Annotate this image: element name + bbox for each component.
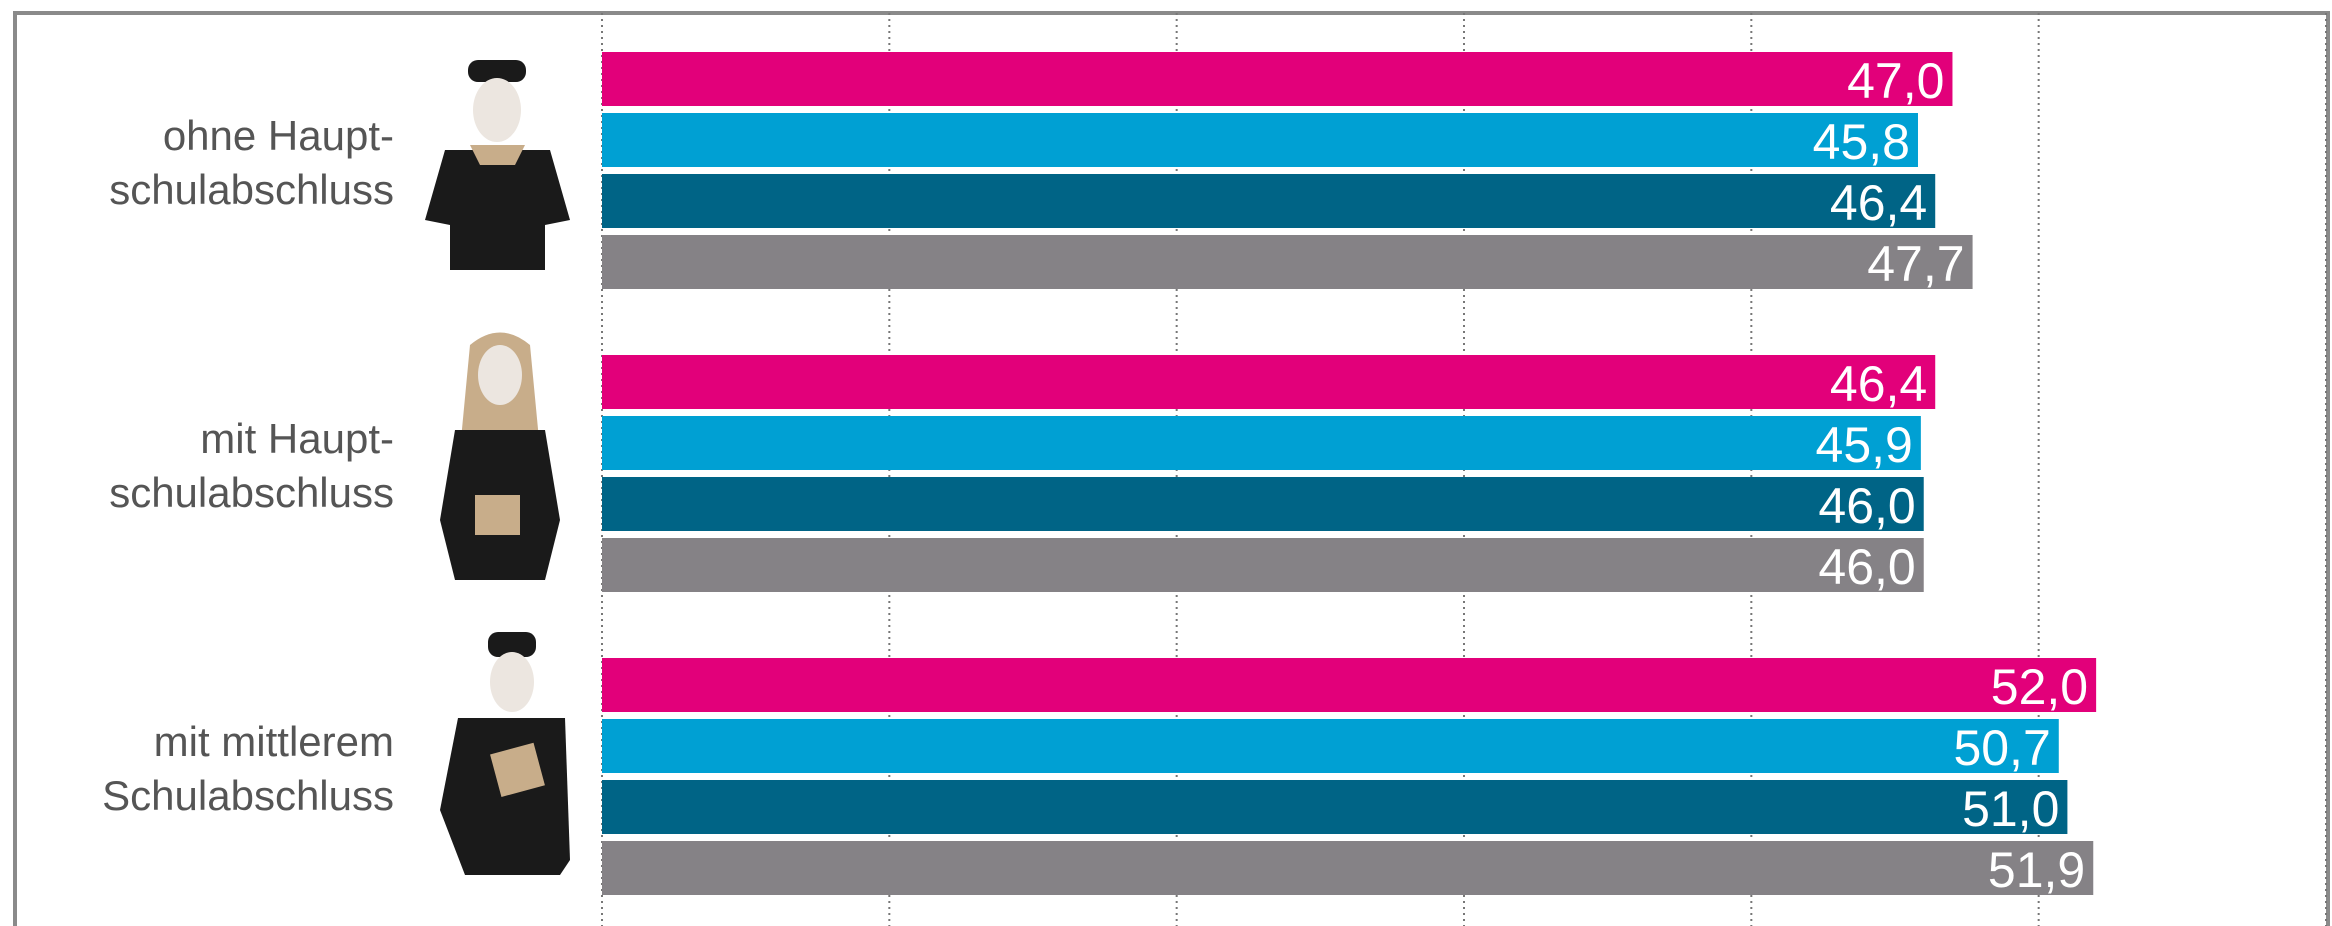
category-label: mit mittlerem Schulabschluss [14, 715, 394, 823]
icons [425, 60, 570, 875]
value-label: 46,0 [1818, 539, 1915, 595]
value-label: 45,9 [1816, 417, 1913, 473]
bar [602, 235, 1973, 289]
bar [602, 174, 1935, 228]
category-label: ohne Haupt- schulabschluss [14, 109, 394, 217]
bar [602, 780, 2067, 834]
bar [602, 841, 2093, 895]
bar [602, 538, 1924, 592]
value-label: 46,4 [1830, 175, 1927, 231]
bar [602, 477, 1924, 531]
chart: 47,045,846,447,746,445,946,046,052,050,7… [0, 0, 2332, 926]
value-label: 50,7 [1953, 720, 2050, 776]
value-label: 51,0 [1962, 781, 2059, 837]
bar [602, 719, 2059, 773]
bar [602, 658, 2096, 712]
person-icon [440, 333, 560, 581]
value-label: 45,8 [1813, 114, 1910, 170]
value-label: 47,0 [1847, 53, 1944, 109]
bar [602, 113, 1918, 167]
value-label: 47,7 [1867, 236, 1964, 292]
bar [602, 416, 1921, 470]
value-label: 46,0 [1818, 478, 1915, 534]
value-label: 46,4 [1830, 356, 1927, 412]
bar [602, 52, 1952, 106]
value-label: 51,9 [1988, 842, 2085, 898]
value-label: 52,0 [1991, 659, 2088, 715]
bar [602, 355, 1935, 409]
person-icon [440, 632, 570, 875]
person-icon [425, 60, 570, 270]
category-label: mit Haupt- schulabschluss [14, 412, 394, 520]
